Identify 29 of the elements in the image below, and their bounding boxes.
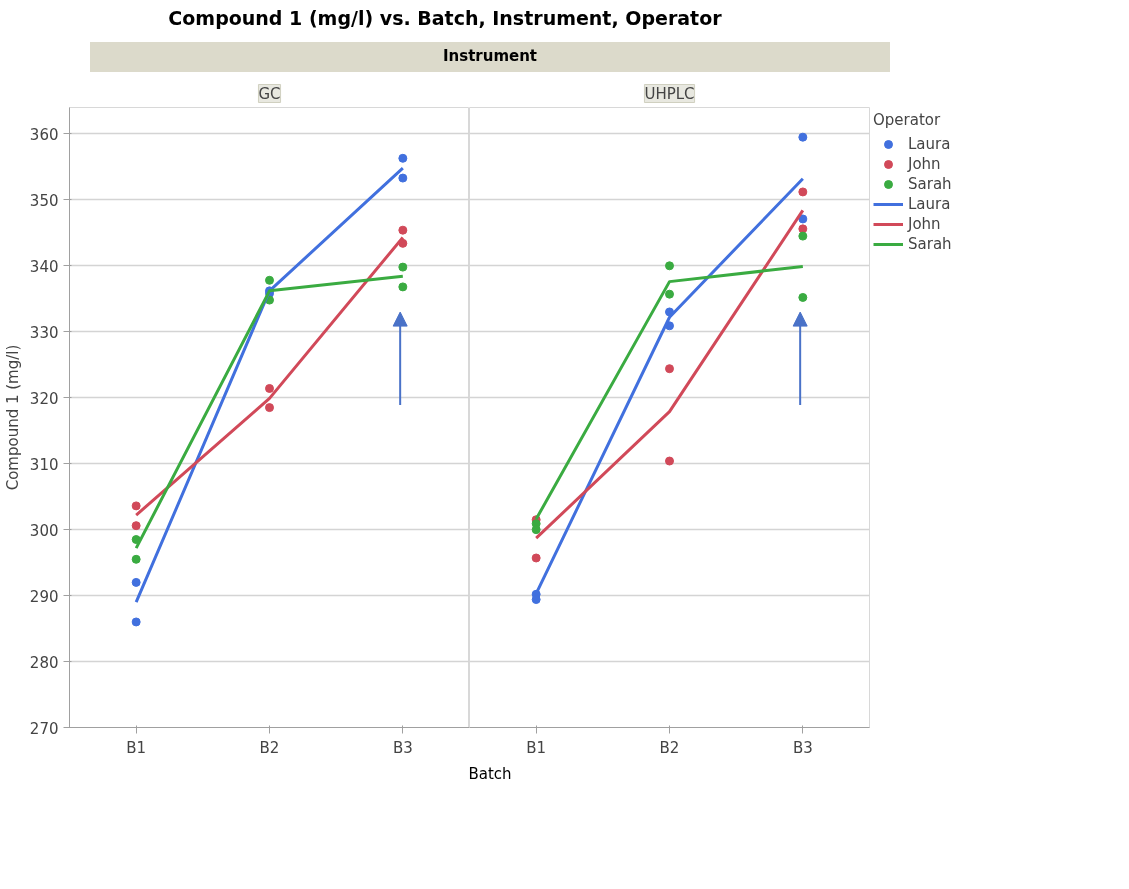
- y-tick-label: 290: [29, 587, 59, 606]
- text: Compound 1 (mg/l) vs. Batch, Instrument, Operator: [168, 6, 722, 31]
- legend-label: Sarah: [908, 234, 952, 253]
- legend-title: Operator: [873, 110, 942, 129]
- y-tick-label: 350: [29, 191, 59, 210]
- legend-label: Laura: [908, 194, 951, 213]
- legend-label: Laura: [908, 134, 951, 153]
- y-tick-label: 360: [29, 125, 59, 144]
- y-tick-label: 280: [29, 653, 59, 672]
- y-tick-label: 270: [29, 719, 59, 738]
- x-axis-title: Batch: [468, 763, 512, 785]
- y-tick-label: 310: [29, 455, 59, 474]
- y-tick-label: 320: [29, 389, 59, 408]
- x-tick-label: B1: [126, 738, 147, 757]
- x-tick-label: B2: [259, 738, 280, 757]
- x-tick-label: B1: [526, 738, 547, 757]
- y-axis-title: Compound 1 (mg/l): [3, 344, 22, 490]
- legend-label: Sarah: [908, 174, 952, 193]
- chart-title: GC: [258, 84, 281, 103]
- chart-title: UHPLC: [644, 84, 695, 103]
- text: Instrument: [442, 46, 538, 68]
- legend-label: John: [908, 154, 941, 173]
- x-tick-label: B3: [392, 738, 413, 757]
- x-tick-label: B3: [792, 738, 813, 757]
- y-tick-label: 340: [29, 257, 59, 276]
- x-tick-label: B2: [659, 738, 680, 757]
- y-tick-label: 300: [29, 521, 59, 540]
- legend-label: John: [908, 214, 941, 233]
- y-tick-label: 330: [29, 323, 59, 342]
